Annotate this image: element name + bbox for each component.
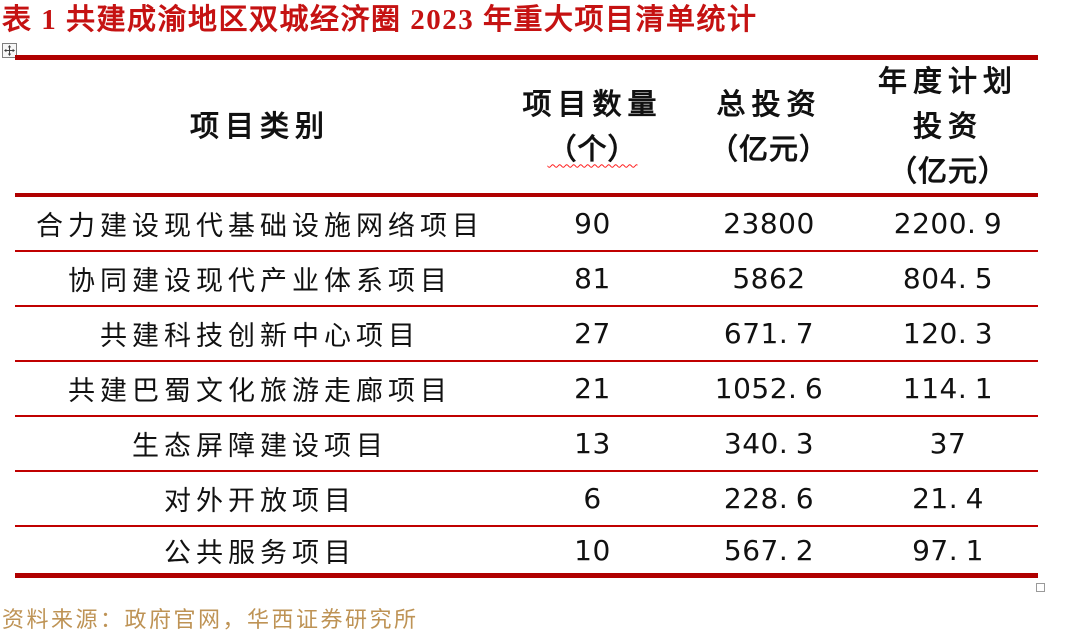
annual-investment-cell: 2200. 9	[893, 207, 1003, 240]
total-investment-cell: 1052. 6	[714, 372, 824, 405]
count-cell: 27	[574, 317, 611, 350]
total-investment-cell: 340. 3	[723, 427, 815, 460]
header-line: （亿元）	[708, 133, 829, 166]
table-row: 协同建设现代产业体系项目 81 5862 804. 5	[15, 252, 1038, 307]
total-investment-cell: 23800	[723, 207, 815, 240]
count-cell: 90	[574, 207, 611, 240]
source-note: 资料来源：政府官网，华西证券研究所	[2, 607, 419, 632]
table-row: 对外开放项目 6 228. 6 21. 4	[15, 472, 1038, 527]
table-row: 共建巴蜀文化旅游走廊项目 21 1052. 6 114. 1	[15, 362, 1038, 417]
count-cell: 21	[574, 372, 611, 405]
header-line: 投资	[912, 111, 983, 143]
table-row: 共建科技创新中心项目 27 671. 7 120. 3	[15, 307, 1038, 362]
category-cell: 共建巴蜀文化旅游走廊项目	[68, 376, 452, 406]
header-line: 总投资	[716, 88, 822, 121]
table-row: 合力建设现代基础设施网络项目 90 23800 2200. 9	[15, 197, 1038, 252]
total-investment-cell: 228. 6	[723, 482, 815, 515]
count-cell: 6	[583, 482, 602, 515]
table-body: 合力建设现代基础设施网络项目 90 23800 2200. 9 协同建设现代产业…	[15, 197, 1038, 573]
category-cell: 协同建设现代产业体系项目	[68, 266, 452, 296]
category-cell: 公共服务项目	[164, 537, 356, 568]
total-investment-cell: 567. 2	[723, 533, 815, 567]
header-line: 年度计划	[877, 66, 1018, 98]
category-cell: 合力建设现代基础设施网络项目	[36, 211, 484, 241]
table-resize-handle[interactable]	[1036, 583, 1045, 592]
col-header-annual-planned-investment: 年度计划 投资 （亿元）	[858, 60, 1038, 195]
annual-investment-cell: 97. 1	[912, 533, 984, 567]
header-line-spellcheck-squiggle: （个）	[547, 133, 638, 166]
header-line: 项目类别	[189, 111, 330, 143]
total-investment-cell: 5862	[732, 262, 806, 295]
table-header-row: 项目类别 项目数量 （个） 总投资 （亿元） 年度计划 投资 （亿元）	[15, 60, 1038, 197]
table-move-handle[interactable]	[2, 43, 17, 58]
table-row: 生态屏障建设项目 13 340. 3 37	[15, 417, 1038, 472]
category-cell: 共建科技创新中心项目	[100, 321, 420, 351]
col-header-total-investment: 总投资 （亿元）	[680, 60, 858, 195]
category-cell: 对外开放项目	[164, 486, 356, 516]
annual-investment-cell: 37	[929, 427, 967, 460]
table-title: 表 1 共建成渝地区双城经济圈 2023 年重大项目清单统计	[2, 4, 758, 36]
count-cell: 81	[574, 262, 611, 295]
col-header-project-count: 项目数量 （个）	[505, 60, 680, 195]
annual-investment-cell: 120. 3	[902, 317, 994, 350]
header-line: 项目数量	[522, 88, 663, 121]
table-row: 公共服务项目 10 567. 2 97. 1	[15, 527, 1038, 573]
annual-investment-cell: 114. 1	[902, 372, 994, 405]
count-cell: 10	[574, 533, 611, 567]
header-line: （亿元）	[887, 156, 1008, 188]
count-cell: 13	[574, 427, 611, 460]
projects-table: 项目类别 项目数量 （个） 总投资 （亿元） 年度计划 投资 （亿元） 合力建设…	[15, 55, 1038, 578]
col-header-project-category: 项目类别	[15, 60, 505, 195]
annual-investment-cell: 21. 4	[912, 482, 984, 515]
total-investment-cell: 671. 7	[723, 317, 815, 350]
annual-investment-cell: 804. 5	[902, 262, 994, 295]
move-icon	[4, 45, 15, 56]
category-cell: 生态屏障建设项目	[132, 431, 388, 461]
